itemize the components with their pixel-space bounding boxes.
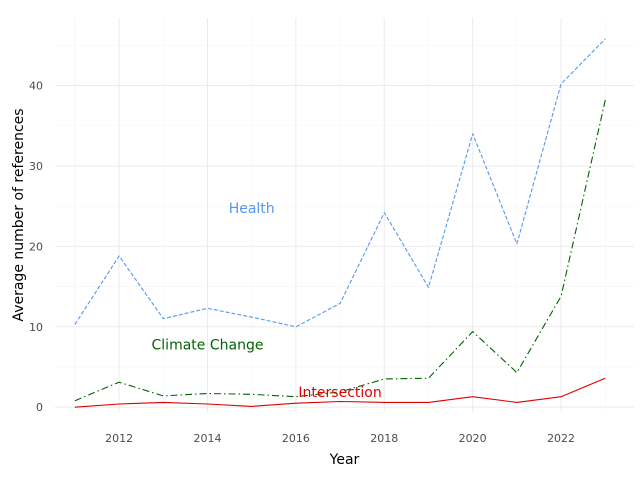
x-tick-label: 2018 — [370, 432, 398, 445]
climate-change-series-label: Climate Change — [152, 337, 264, 353]
series-labels: Health Climate Change Intersection — [152, 201, 382, 401]
x-tick-label: 2012 — [105, 432, 133, 445]
intersection-series-line — [74, 377, 606, 408]
x-axis-title: Year — [329, 452, 360, 468]
x-tick-label: 2020 — [459, 432, 487, 445]
health-series-line — [74, 38, 606, 328]
y-axis-title: Average number of references — [11, 108, 27, 321]
climate-change-series-line — [74, 99, 606, 402]
y-tick-label: 40 — [29, 80, 43, 93]
x-tick-label: 2016 — [282, 432, 310, 445]
series-lines — [74, 38, 606, 408]
y-tick-label: 20 — [29, 240, 43, 253]
x-tick-label: 2014 — [193, 432, 221, 445]
health-series-label: Health — [229, 201, 275, 217]
y-tick-label: 30 — [29, 160, 43, 173]
x-tick-label: 2022 — [547, 432, 575, 445]
intersection-series-label: Intersection — [298, 385, 381, 401]
y-tick-label: 10 — [29, 321, 43, 334]
grid — [55, 18, 634, 412]
y-tick-label: 0 — [36, 401, 43, 414]
axis-ticks: 2012 2014 2016 2018 2020 2022 0 10 20 30 40 — [29, 80, 575, 445]
